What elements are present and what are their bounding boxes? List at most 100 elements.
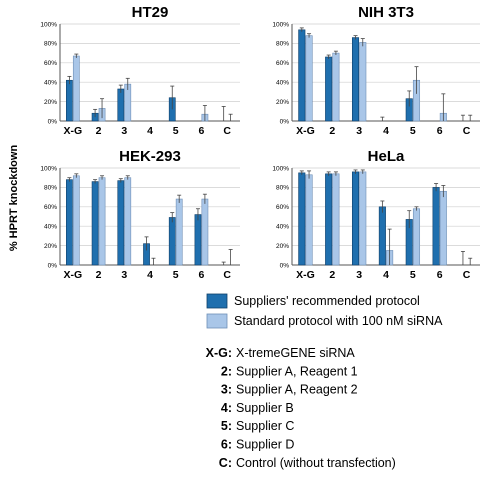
y-axis-label: % HPRT knockdown: [8, 145, 20, 252]
legend-swatch-2: [206, 313, 228, 329]
y-tick-label: 100%: [40, 21, 57, 28]
bar-hek-293-x-g-s1: [66, 179, 73, 266]
bar-hek-293-x-g-s2: [72, 175, 80, 266]
panel-title-hek-293: HEK-293: [119, 148, 181, 165]
y-tick-label: 20%: [44, 243, 57, 250]
bar-hek-293-2-s2: [98, 177, 106, 266]
key-code-5: 5:: [221, 419, 232, 433]
bar-nih-3t3-2-s2: [332, 52, 340, 122]
y-tick-label: 80%: [276, 41, 289, 48]
abbreviation-key: X-G: X-tremeGENE siRNA 2: Supplier A, Reage…: [206, 346, 396, 470]
bar-hela-2-s1: [325, 173, 333, 266]
bar-hela-x-g-s2: [305, 174, 313, 266]
bar-hela-4-s1: [378, 206, 386, 266]
x-tick-label: 3: [356, 269, 362, 281]
y-tick-label: 60%: [44, 204, 57, 211]
x-tick-label: 5: [410, 125, 416, 137]
panel-nih-3t3: NIH 3T3 0% 20% 40% 60% 80% 100% X-G 2 3 4 5 6 C: [272, 4, 480, 137]
legend-swatch-1: [206, 293, 228, 309]
x-tick-label: X-G: [296, 269, 315, 281]
key-code-3: 3:: [221, 383, 232, 397]
bar-hela-6-s1: [432, 187, 440, 266]
panel-title-hela: HeLa: [368, 148, 405, 165]
panel-hela: HeLa 0% 20% 40% 60% 80% 100% X-G 2 3 4 5 6 C: [272, 148, 480, 281]
y-tick-label: 100%: [272, 21, 289, 28]
y-tick-label: 20%: [44, 99, 57, 106]
x-tick-label: X-G: [64, 269, 83, 281]
legend: Suppliers' recommended protocol Standard …: [206, 293, 443, 329]
x-tick-label: 6: [199, 269, 205, 281]
y-tick-label: 60%: [276, 204, 289, 211]
key-description-6: Supplier D: [236, 438, 294, 452]
key-description-3: Supplier A, Reagent 2: [236, 383, 358, 397]
bar-hela-3-s2: [359, 171, 367, 266]
x-tick-label: C: [223, 269, 231, 281]
key-description-4: Supplier B: [236, 401, 294, 415]
y-tick-label: 20%: [276, 99, 289, 106]
bar-hek-293-2-s1: [91, 181, 99, 266]
bar-ht29-3-s1: [117, 88, 125, 122]
y-tick-label: 80%: [276, 185, 289, 192]
bar-nih-3t3-x-g-s2: [305, 35, 313, 122]
y-tick-label: 80%: [44, 41, 57, 48]
x-tick-label: 2: [96, 269, 102, 281]
x-tick-label: 4: [147, 269, 153, 281]
x-tick-label: 2: [96, 125, 102, 137]
bar-hek-293-6-s2: [201, 198, 209, 266]
y-tick-label: 100%: [272, 165, 289, 172]
key-description-c: Control (without transfection): [236, 456, 396, 470]
bar-hek-293-5-s1: [168, 217, 176, 266]
x-tick-label: C: [223, 125, 231, 137]
key-code-c: C:: [219, 456, 232, 470]
x-tick-label: X-G: [64, 125, 83, 137]
key-description-x-g: X-tremeGENE siRNA: [236, 346, 355, 360]
x-tick-label: 4: [383, 269, 389, 281]
x-tick-label: 2: [329, 125, 335, 137]
bar-nih-3t3-2-s1: [325, 56, 333, 122]
y-tick-label: 0%: [280, 118, 290, 125]
x-tick-label: 4: [147, 125, 153, 137]
key-description-5: Supplier C: [236, 419, 294, 433]
y-tick-label: 60%: [276, 60, 289, 67]
bar-hek-293-6-s1: [194, 214, 202, 266]
y-tick-label: 40%: [44, 80, 57, 87]
x-tick-label: 2: [329, 269, 335, 281]
x-tick-label: X-G: [296, 125, 315, 137]
key-code-4: 4:: [221, 401, 232, 415]
x-tick-label: C: [463, 269, 471, 281]
x-tick-label: 3: [356, 125, 362, 137]
bar-hela-6-s2: [439, 190, 447, 266]
y-tick-label: 0%: [48, 118, 58, 125]
bar-hek-293-5-s2: [175, 198, 183, 266]
y-tick-label: 0%: [280, 262, 290, 269]
bar-ht29-x-g-s2: [72, 55, 80, 122]
x-tick-label: 6: [437, 269, 443, 281]
key-code-6: 6:: [221, 438, 232, 452]
panel-title-nih-3t3: NIH 3T3: [358, 4, 414, 21]
y-tick-label: 40%: [276, 80, 289, 87]
key-description-2: Supplier A, Reagent 1: [236, 364, 358, 378]
panel-title-ht29: HT29: [132, 4, 169, 21]
bar-hela-3-s1: [351, 171, 360, 266]
bar-nih-3t3-3-s2: [359, 42, 367, 122]
y-tick-label: 40%: [44, 224, 57, 231]
bar-hela-2-s2: [332, 173, 340, 266]
x-tick-label: 3: [121, 269, 127, 281]
x-tick-label: C: [463, 125, 471, 137]
y-tick-label: 80%: [44, 185, 57, 192]
bar-hek-293-3-s2: [124, 177, 132, 266]
legend-label-1: Suppliers' recommended protocol: [234, 294, 420, 308]
y-tick-label: 60%: [44, 60, 57, 67]
y-tick-label: 40%: [276, 224, 289, 231]
x-tick-label: 5: [173, 269, 179, 281]
y-tick-label: 0%: [48, 262, 58, 269]
panel-hek-293: HEK-293 0% 20% 40% 60% 80% 100% X-G 2 3 4 5 6 C: [40, 148, 240, 281]
x-tick-label: 4: [383, 125, 389, 137]
x-tick-label: 5: [410, 269, 416, 281]
x-tick-label: 3: [121, 125, 127, 137]
bar-hela-x-g-s1: [298, 172, 306, 266]
panel-ht29: HT29 0% 20% 40% 60% 80% 100% X-G 2 3 4 5 6 C: [40, 4, 240, 137]
x-tick-label: 5: [173, 125, 179, 137]
